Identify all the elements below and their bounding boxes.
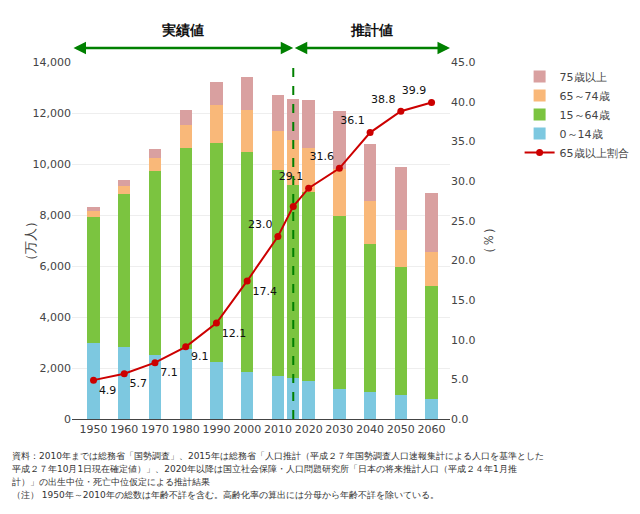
svg-text:7.1: 7.1 bbox=[160, 366, 178, 379]
svg-text:4,000: 4,000 bbox=[40, 311, 72, 324]
svg-text:25.0: 25.0 bbox=[451, 215, 476, 228]
svg-text:1950: 1950 bbox=[80, 423, 108, 436]
svg-text:65歳以上割合: 65歳以上割合 bbox=[560, 147, 629, 160]
svg-text:2020: 2020 bbox=[295, 423, 323, 436]
svg-text:推計値: 推計値 bbox=[350, 22, 393, 38]
svg-text:1970: 1970 bbox=[141, 423, 169, 436]
svg-text:12,000: 12,000 bbox=[33, 107, 72, 120]
svg-text:45.0: 45.0 bbox=[451, 56, 476, 69]
svg-text:2060: 2060 bbox=[418, 423, 446, 436]
svg-text:平成２７年10月1日現在確定値）」、2020年以降は国立社会: 平成２７年10月1日現在確定値）」、2020年以降は国立社会保障・人口問題研究所… bbox=[12, 464, 517, 474]
svg-text:30.0: 30.0 bbox=[451, 175, 476, 188]
svg-text:17.4: 17.4 bbox=[253, 285, 277, 298]
svg-text:15～64歳: 15～64歳 bbox=[560, 109, 610, 122]
svg-text:0.0: 0.0 bbox=[451, 413, 469, 426]
svg-text:計）」の出生中位・死亡中位仮定による推計結果: 計）」の出生中位・死亡中位仮定による推計結果 bbox=[12, 477, 210, 487]
svg-text:20.0: 20.0 bbox=[451, 254, 476, 267]
svg-text:38.8: 38.8 bbox=[371, 93, 396, 106]
svg-text:2050: 2050 bbox=[387, 423, 415, 436]
svg-text:2030: 2030 bbox=[325, 423, 353, 436]
svg-text:実績値: 実績値 bbox=[162, 22, 204, 38]
svg-text:65～74歳: 65～74歳 bbox=[560, 90, 610, 103]
svg-text:15.0: 15.0 bbox=[451, 294, 476, 307]
svg-text:（注） 1950年～2010年の総数は年齢不詳を含む。高齢化: （注） 1950年～2010年の総数は年齢不詳を含む。高齢化率の算出には分母から… bbox=[12, 490, 439, 500]
svg-text:0: 0 bbox=[64, 413, 71, 426]
svg-text:10.0: 10.0 bbox=[451, 334, 476, 347]
svg-text:1980: 1980 bbox=[172, 423, 200, 436]
svg-text:10,000: 10,000 bbox=[33, 158, 72, 171]
svg-text:9.1: 9.1 bbox=[191, 350, 209, 363]
svg-text:1990: 1990 bbox=[202, 423, 230, 436]
svg-text:14,000: 14,000 bbox=[33, 56, 72, 69]
svg-text:0～14歳: 0～14歳 bbox=[560, 128, 603, 141]
svg-text:29.1: 29.1 bbox=[279, 170, 304, 183]
svg-text:35.0: 35.0 bbox=[451, 135, 476, 148]
svg-text:8,000: 8,000 bbox=[40, 209, 72, 222]
svg-text:2040: 2040 bbox=[356, 423, 384, 436]
svg-text:12.1: 12.1 bbox=[222, 327, 247, 340]
svg-text:1960: 1960 bbox=[110, 423, 138, 436]
svg-text:2000: 2000 bbox=[233, 423, 261, 436]
svg-text:2010: 2010 bbox=[264, 423, 292, 436]
svg-text:（％）: （％） bbox=[481, 221, 496, 260]
svg-text:5.7: 5.7 bbox=[130, 377, 148, 390]
svg-text:6,000: 6,000 bbox=[40, 260, 72, 273]
svg-text:39.9: 39.9 bbox=[402, 84, 427, 97]
svg-text:31.6: 31.6 bbox=[309, 150, 334, 163]
svg-text:36.1: 36.1 bbox=[340, 114, 365, 127]
svg-text:5.0: 5.0 bbox=[451, 373, 469, 386]
svg-text:4.9: 4.9 bbox=[99, 384, 117, 397]
svg-text:2,000: 2,000 bbox=[40, 362, 72, 375]
svg-text:（万人）: （万人） bbox=[23, 215, 38, 267]
svg-text:23.0: 23.0 bbox=[248, 218, 273, 231]
svg-text:40.0: 40.0 bbox=[451, 96, 476, 109]
svg-text:75歳以上: 75歳以上 bbox=[560, 71, 607, 84]
svg-text:資料：2010年までは総務省「国勢調査」、2015年は総務省: 資料：2010年までは総務省「国勢調査」、2015年は総務省「人口推計（平成２７… bbox=[12, 451, 544, 461]
